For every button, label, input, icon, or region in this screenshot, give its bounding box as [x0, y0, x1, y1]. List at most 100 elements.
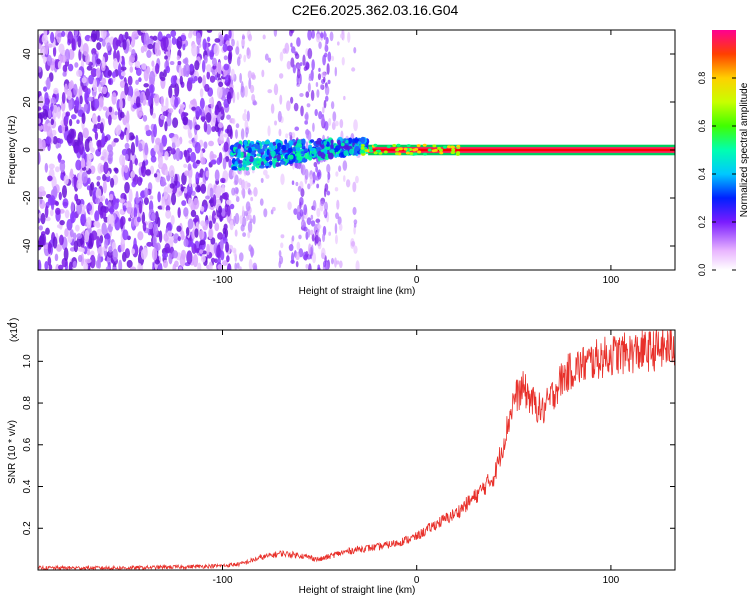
noise-cell — [336, 41, 340, 46]
noise-cell — [197, 186, 201, 193]
signal-cell — [301, 157, 308, 163]
noise-cell — [205, 170, 210, 178]
noise-cell — [115, 198, 120, 204]
noise-cell — [305, 62, 310, 70]
noise-cell — [120, 215, 126, 226]
noise-cell — [192, 253, 199, 268]
noise-cell — [199, 88, 204, 98]
noise-cell — [214, 169, 220, 182]
signal-cell — [422, 143, 427, 147]
noise-cell — [306, 103, 311, 108]
noise-cell — [311, 59, 315, 71]
noise-cell — [223, 63, 230, 71]
noise-cell — [98, 84, 102, 93]
noise-cell — [44, 205, 49, 218]
noise-cell — [135, 95, 141, 108]
noise-cell — [185, 226, 190, 236]
noise-cell — [143, 68, 149, 82]
noise-cell — [282, 48, 287, 54]
noise-cell — [160, 95, 164, 107]
noise-cell — [352, 206, 357, 216]
y-tick-label: 0.6 — [22, 437, 33, 451]
noise-cell — [63, 247, 69, 261]
noise-cell — [326, 63, 330, 75]
noise-cell — [96, 228, 103, 237]
noise-cell — [38, 112, 46, 119]
noise-cell — [54, 166, 60, 173]
noise-cell — [251, 169, 255, 174]
noise-cell — [44, 162, 49, 173]
noise-cell — [43, 86, 48, 92]
noise-cell — [80, 157, 86, 169]
noise-cell — [46, 125, 53, 139]
noise-cell — [226, 114, 231, 120]
signal-cell — [437, 146, 442, 150]
noise-cell — [222, 43, 228, 53]
x-tick-label: 0 — [414, 575, 420, 586]
noise-cell — [296, 241, 301, 251]
noise-cell — [287, 201, 292, 210]
noise-cell — [278, 128, 282, 137]
noise-cell — [190, 242, 195, 249]
noise-cell — [87, 74, 95, 85]
noise-cell — [209, 49, 214, 60]
noise-cell — [168, 165, 175, 178]
noise-cell — [221, 184, 226, 195]
noise-cell — [123, 164, 129, 174]
noise-cell — [165, 65, 171, 74]
noise-cell — [109, 205, 114, 215]
noise-cell — [144, 187, 149, 198]
noise-cell — [85, 165, 89, 171]
noise-cell — [339, 33, 344, 39]
spectrogram-ticks: -100 0 100 -40 -20 0 20 40 — [22, 30, 675, 286]
noise-cell — [338, 165, 342, 173]
noise-cell — [62, 64, 68, 73]
noise-cell — [152, 112, 157, 119]
signal-cell — [270, 150, 276, 157]
noise-cell — [297, 68, 301, 79]
noise-cell — [335, 234, 338, 245]
noise-cell — [235, 187, 239, 195]
y-tick-label: 40 — [22, 48, 33, 60]
noise-cell — [272, 206, 276, 212]
noise-cell — [267, 125, 271, 137]
noise-cell — [295, 251, 300, 261]
noise-cell — [323, 187, 327, 198]
noise-cell — [214, 258, 218, 264]
signal-cell — [247, 147, 252, 154]
noise-cell — [312, 122, 315, 132]
y-tick-label: -40 — [22, 238, 33, 253]
noise-cell — [252, 262, 258, 270]
noise-cell — [129, 266, 137, 270]
noise-cell — [101, 207, 107, 220]
signal-cell — [262, 154, 266, 160]
signal-cell — [360, 136, 366, 144]
noise-cell — [69, 168, 74, 179]
noise-cell — [81, 247, 85, 253]
noise-cell — [58, 191, 62, 201]
noise-cell — [246, 48, 251, 60]
noise-cell — [300, 188, 305, 198]
noise-cell — [339, 223, 343, 231]
noise-cell — [180, 230, 185, 241]
noise-cell — [130, 135, 136, 140]
signal-cell — [369, 149, 374, 153]
noise-cell — [305, 111, 309, 122]
noise-cell — [307, 130, 312, 142]
noise-cell — [208, 228, 213, 240]
noise-cell — [250, 196, 254, 202]
noise-cell — [267, 57, 272, 63]
noise-cell — [160, 181, 167, 187]
noise-cell — [164, 169, 169, 176]
noise-cell — [134, 90, 141, 97]
noise-cell — [124, 248, 131, 259]
noise-cell — [267, 89, 273, 94]
signal-cell — [248, 143, 252, 149]
y-tick-label: 0.4 — [22, 479, 33, 493]
noise-cell — [97, 115, 101, 123]
signal-cell — [409, 152, 414, 156]
noise-cell — [166, 230, 173, 238]
noise-cell — [314, 234, 319, 244]
noise-cell — [336, 260, 340, 265]
noise-cell — [228, 168, 234, 180]
